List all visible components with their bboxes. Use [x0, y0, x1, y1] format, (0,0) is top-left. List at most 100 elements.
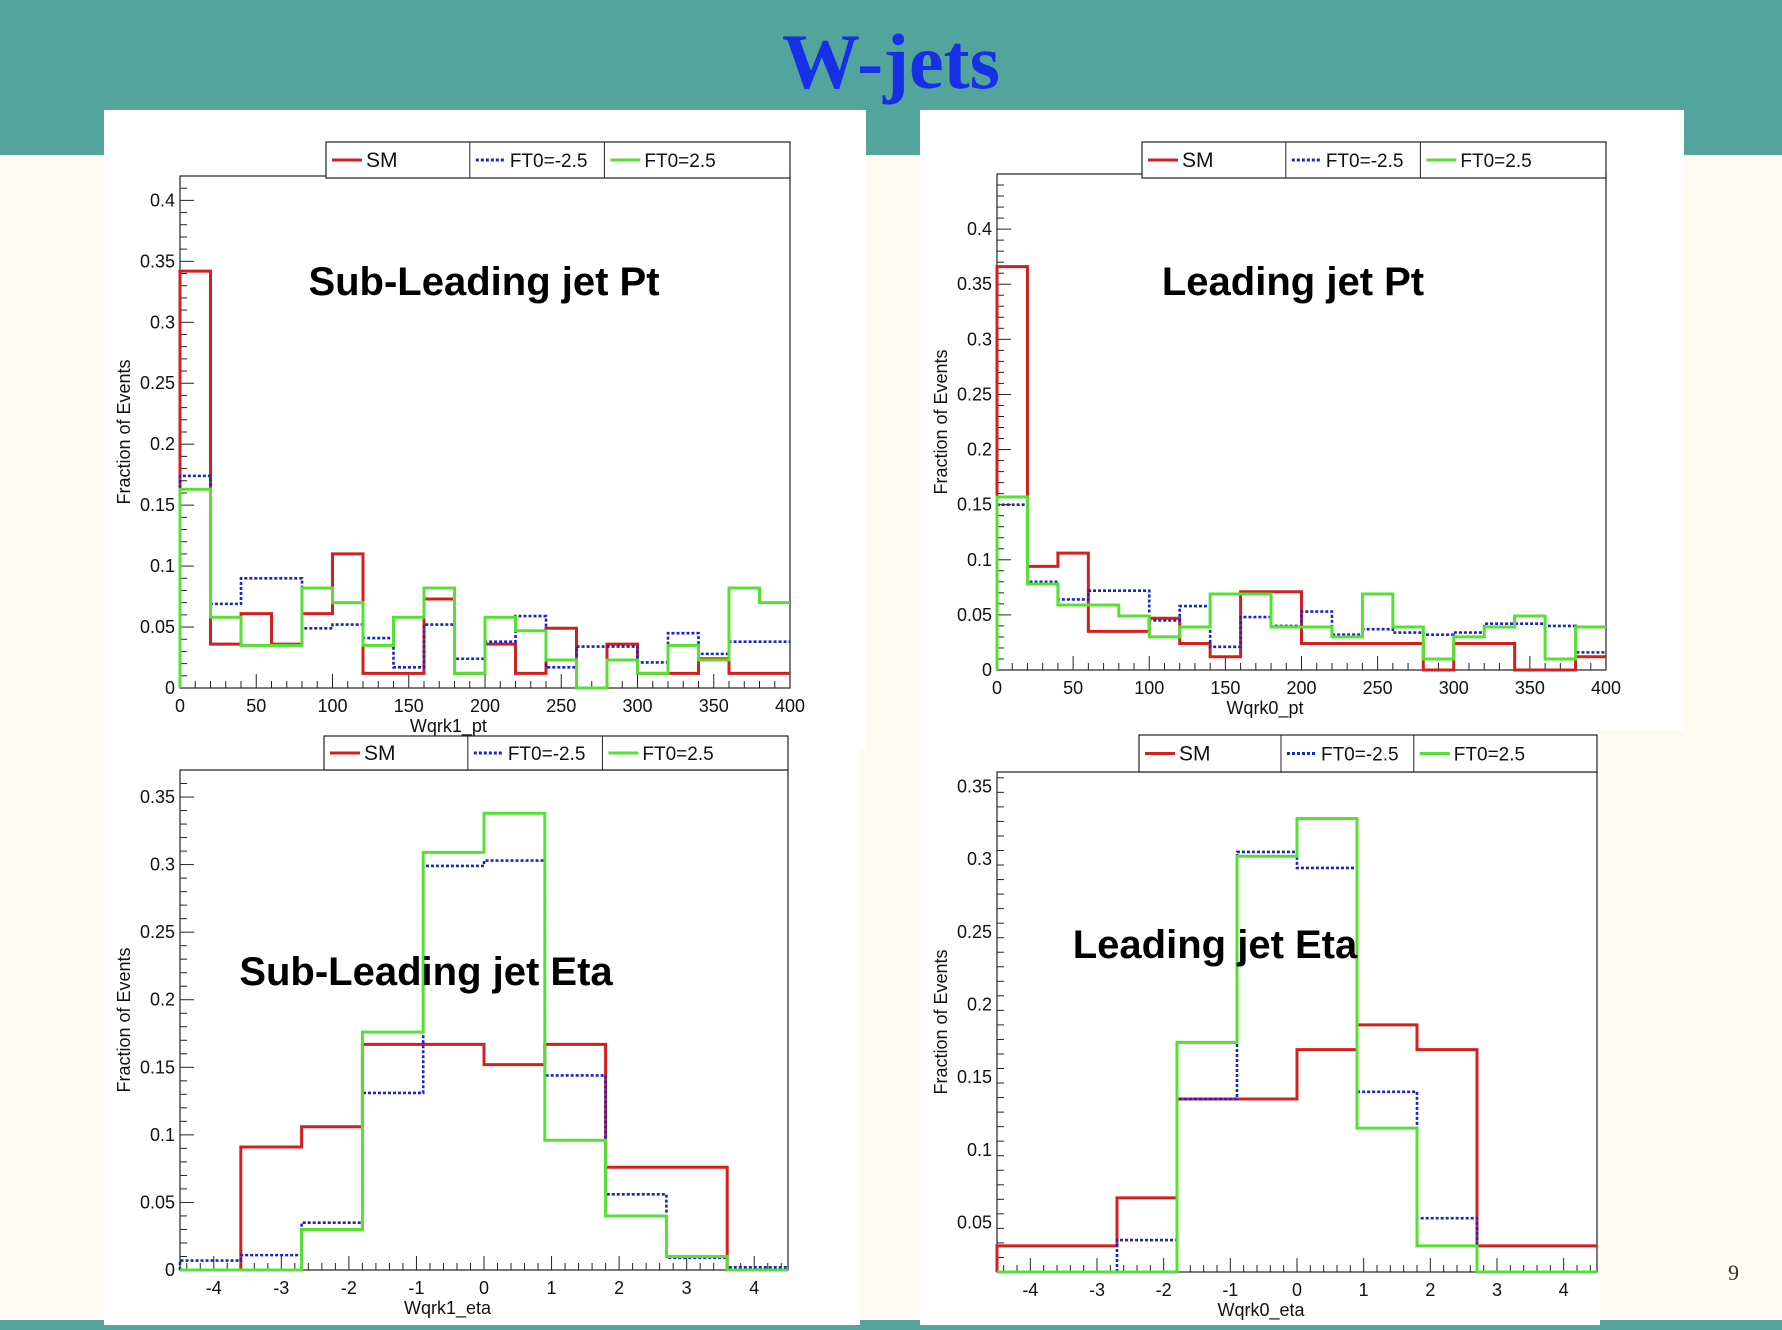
x-tick-label: 100	[317, 696, 347, 716]
chart-panel-subleading-pt: 0 0.05 0.1 0.15 0.2 0.25 0.3 0.35 0.4 0 50 100 150 20…	[104, 110, 866, 750]
chart-leading-eta: 0.05 0.1 0.15 0.2 0.25 0.3 0.35 -4 -3 -2 -1 0 1 2 3 4 Wq…	[931, 734, 1598, 1321]
x-tick-label: 150	[1210, 678, 1240, 698]
series-ft0-2-5-line	[995, 495, 1606, 670]
x-tick-label: -4	[1022, 1280, 1038, 1300]
x-axis-title: Wqrk1_pt	[410, 716, 487, 737]
y-tick-label: 0.15	[140, 495, 175, 515]
y-tick-label: 0.1	[967, 1140, 992, 1160]
y-tick-label: 0.15	[140, 1057, 175, 1077]
y-tick-label: 0.3	[150, 855, 175, 875]
legend-label: SM	[366, 149, 398, 172]
x-tick-label: 200	[1286, 678, 1316, 698]
y-tick-label: 0.05	[957, 605, 992, 625]
chart-panel-subleading-eta: 0 0.05 0.1 0.15 0.2 0.25 0.3 0.35 -4 -3 -2 -1 0 1 2 3 4 W…	[104, 735, 860, 1325]
y-tick-label: 0.2	[967, 995, 992, 1015]
x-tick-label: 50	[1063, 678, 1083, 698]
y-tick-label: 0.1	[150, 1125, 175, 1145]
legend: SM FT0=-2.5 FT0=2.5	[1138, 734, 1598, 773]
series-ft0-2-5-line	[997, 817, 1597, 1274]
legend: SM FT0=-2.5 FT0=2.5	[1141, 141, 1607, 179]
x-tick-label: 250	[1363, 678, 1393, 698]
x-tick-label: 350	[699, 696, 729, 716]
x-tick-label: 2	[614, 1278, 624, 1298]
x-tick-label: 350	[1515, 678, 1545, 698]
x-tick-label: 0	[479, 1278, 489, 1298]
y-tick-label: 0.35	[957, 777, 992, 797]
legend-box	[1141, 141, 1607, 179]
legend: SM FT0=-2.5 FT0=2.5	[325, 141, 791, 179]
x-tick-label: 3	[682, 1278, 692, 1298]
x-tick-label: 0	[1292, 1280, 1302, 1300]
x-axis-title: Wqrk0_eta	[1217, 1300, 1305, 1321]
legend-label: FT0=-2.5	[510, 151, 588, 172]
chart-subleading-pt: 0 0.05 0.1 0.15 0.2 0.25 0.3 0.35 0.4 0 50 100 150 20…	[114, 141, 805, 737]
x-tick-label: 4	[1559, 1280, 1569, 1300]
y-tick-label: 0	[982, 660, 992, 680]
x-tick-label: -2	[1156, 1280, 1172, 1300]
y-tick-label: 0.1	[967, 550, 992, 570]
legend-label: FT0=-2.5	[1321, 745, 1399, 766]
x-tick-label: 0	[992, 678, 1002, 698]
x-tick-label: 50	[246, 696, 266, 716]
chart-panel-leading-pt: 0 0.05 0.1 0.15 0.2 0.25 0.3 0.35 0.4 0 50 100 150 20…	[920, 110, 1684, 730]
x-tick-label: 150	[394, 696, 424, 716]
x-tick-label: 300	[622, 696, 652, 716]
y-tick-label: 0.05	[140, 617, 175, 637]
x-tick-label: 3	[1492, 1280, 1502, 1300]
x-tick-label: 400	[1591, 678, 1621, 698]
x-tick-label: -3	[1089, 1280, 1105, 1300]
legend-label: SM	[364, 742, 396, 765]
legend-box	[325, 141, 791, 179]
legend-label: FT0=-2.5	[1326, 151, 1404, 172]
x-tick-label: -2	[341, 1278, 357, 1298]
x-tick-label: -1	[408, 1278, 424, 1298]
y-axis-title: Fraction of Events	[114, 359, 134, 504]
series-sm-line	[180, 1042, 788, 1272]
y-tick-label: 0.15	[957, 1067, 992, 1087]
series-ft0-2-5-line	[997, 850, 1597, 1274]
legend: SM FT0=-2.5 FT0=2.5	[323, 735, 789, 771]
legend-box	[323, 735, 789, 771]
footer-band	[0, 1320, 1782, 1330]
y-tick-label: 0.2	[150, 990, 175, 1010]
plot-frame	[179, 175, 791, 689]
legend-label: FT0=2.5	[642, 744, 713, 765]
legend-label: FT0=2.5	[1460, 151, 1531, 172]
x-tick-label: 100	[1134, 678, 1164, 698]
x-tick-label: 4	[749, 1278, 759, 1298]
y-tick-label: 0.25	[957, 922, 992, 942]
y-tick-label: 0.2	[967, 440, 992, 460]
y-tick-label: 0.2	[150, 434, 175, 454]
x-tick-label: 200	[470, 696, 500, 716]
series-ft0-2-5-line	[178, 474, 790, 688]
chart-annotation: Leading jet Pt	[1162, 260, 1424, 304]
y-tick-label: 0.35	[140, 251, 175, 271]
y-tick-label: 0.3	[150, 312, 175, 332]
legend-label: SM	[1179, 743, 1211, 766]
series-sm-line	[995, 1023, 1597, 1272]
legend-label: FT0=2.5	[644, 151, 715, 172]
y-tick-label: 0.05	[140, 1192, 175, 1212]
y-tick-label: 0.35	[957, 274, 992, 294]
x-tick-label: 1	[547, 1278, 557, 1298]
y-tick-label: 0.35	[140, 787, 175, 807]
x-tick-label: 2	[1425, 1280, 1435, 1300]
x-tick-label: 300	[1439, 678, 1469, 698]
x-tick-label: -3	[273, 1278, 289, 1298]
legend-label: FT0=-2.5	[508, 744, 586, 765]
chart-subleading-eta: 0 0.05 0.1 0.15 0.2 0.25 0.3 0.35 -4 -3 -2 -1 0 1 2 3 4 W…	[114, 735, 789, 1319]
legend-box	[1138, 734, 1598, 773]
chart-panel-leading-eta: 0.05 0.1 0.15 0.2 0.25 0.3 0.35 -4 -3 -2 -1 0 1 2 3 4 Wq…	[920, 730, 1600, 1325]
chart-leading-pt: 0 0.05 0.1 0.15 0.2 0.25 0.3 0.35 0.4 0 50 100 150 20…	[931, 141, 1621, 719]
series-sm-line	[995, 265, 1606, 672]
series-ft0-2-5-line	[180, 811, 788, 1272]
y-tick-label: 0.25	[140, 373, 175, 393]
chart-annotation: Leading jet Eta	[1073, 923, 1358, 967]
y-tick-label: 0.4	[967, 219, 992, 239]
y-tick-label: 0.3	[967, 329, 992, 349]
series-ft0-2-5-line	[178, 487, 790, 690]
y-tick-label: 0.4	[150, 190, 175, 210]
y-tick-label: 0.25	[957, 384, 992, 404]
x-tick-label: 400	[775, 696, 805, 716]
slide-title: W-jets	[781, 18, 1000, 105]
